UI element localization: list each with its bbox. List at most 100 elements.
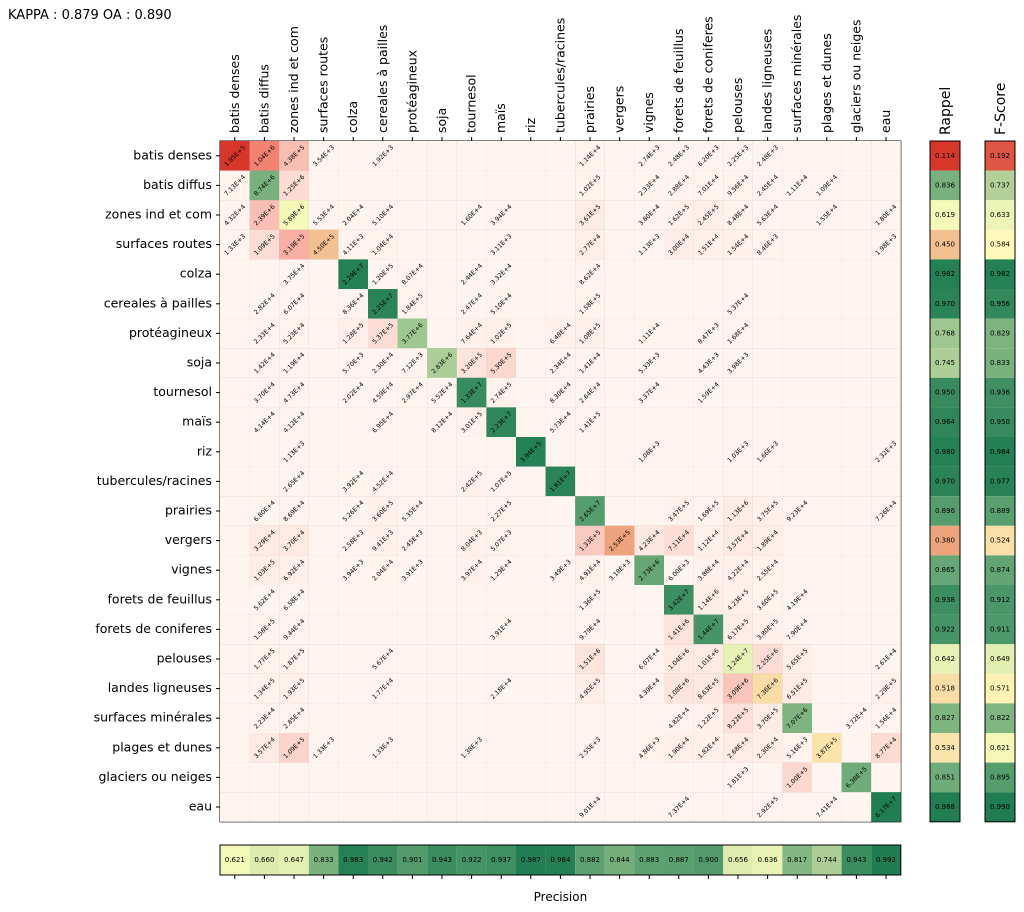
matrix-cell xyxy=(693,555,724,585)
matrix-cell xyxy=(368,259,398,289)
matrix-cell xyxy=(841,555,872,585)
row-label: riz xyxy=(197,443,213,458)
matrix-cell xyxy=(812,318,842,349)
matrix-cell xyxy=(812,437,842,467)
column-label: zones ind et com xyxy=(286,26,301,133)
matrix-cell xyxy=(752,141,783,171)
matrix-cell xyxy=(338,525,368,556)
matrix-cell xyxy=(486,407,516,437)
matrix-cell xyxy=(604,614,635,645)
precision-value: 0.937 xyxy=(491,856,511,864)
matrix-cell xyxy=(664,466,694,497)
matrix-cell xyxy=(575,377,605,408)
matrix-cell xyxy=(397,496,428,526)
matrix-cell xyxy=(249,792,280,822)
matrix-cell xyxy=(634,348,664,378)
matrix-cell xyxy=(782,348,812,378)
matrix-cell xyxy=(575,200,605,230)
matrix-cell xyxy=(368,496,398,526)
recall-cell xyxy=(930,525,960,556)
column-label: forets de coniferes xyxy=(700,16,715,133)
matrix-cell xyxy=(368,318,398,349)
matrix-cell xyxy=(338,466,368,497)
fscore-value: 0.984 xyxy=(990,448,1011,456)
column-label: tournesol xyxy=(464,74,479,133)
matrix-cell xyxy=(456,525,487,556)
column-label: cereales à pailles xyxy=(375,25,390,133)
precision-frame xyxy=(219,844,902,876)
recall-value: 0.865 xyxy=(935,566,955,574)
column-label: surfaces minérales xyxy=(789,15,804,133)
matrix-cell xyxy=(693,259,724,289)
matrix-cell xyxy=(634,555,664,585)
matrix-cell xyxy=(841,377,872,408)
matrix-cell xyxy=(397,733,428,763)
matrix-cell xyxy=(812,200,842,230)
matrix-cell xyxy=(249,614,280,645)
fscore-value: 0.737 xyxy=(990,181,1010,189)
matrix-cell xyxy=(397,407,428,437)
matrix-cell xyxy=(397,525,428,556)
matrix-cell xyxy=(368,585,398,615)
matrix-cell xyxy=(368,229,398,260)
matrix-cell xyxy=(841,762,872,793)
matrix-cell xyxy=(575,673,605,704)
matrix-cell xyxy=(871,437,901,467)
matrix-cell xyxy=(604,673,635,704)
matrix-cell xyxy=(279,407,309,437)
matrix-cell xyxy=(545,348,576,378)
fscore-cell xyxy=(985,377,1015,408)
matrix-cell xyxy=(782,170,812,201)
matrix-cell xyxy=(486,170,516,201)
row-label: vignes xyxy=(171,562,212,577)
matrix-cell xyxy=(664,229,694,260)
matrix-cell xyxy=(545,792,576,822)
matrix-cell xyxy=(782,762,812,793)
fscore-cell xyxy=(985,614,1015,645)
matrix-cell xyxy=(634,673,664,704)
fscore-value: 0.889 xyxy=(990,507,1010,515)
recall-value: 0.964 xyxy=(935,418,956,426)
precision-value: 0.992 xyxy=(876,856,896,864)
matrix-cell xyxy=(634,733,664,763)
column-label: batis denses xyxy=(227,54,242,133)
matrix-cell xyxy=(723,466,753,497)
matrix-cell xyxy=(397,673,428,704)
matrix-cell xyxy=(368,437,398,467)
matrix-cell xyxy=(427,437,457,467)
matrix-cell xyxy=(338,318,368,349)
matrix-cell xyxy=(575,437,605,467)
matrix-cell xyxy=(664,318,694,349)
matrix-cell xyxy=(812,141,842,171)
matrix-cell xyxy=(397,141,428,171)
row-label: glaciers ou neiges xyxy=(99,769,213,784)
precision-cell xyxy=(752,845,783,875)
matrix-cell xyxy=(664,792,694,822)
matrix-cell xyxy=(516,407,546,437)
fscore-frame xyxy=(984,140,1016,823)
fscore-cell xyxy=(985,141,1015,171)
row-label: landes ligneuses xyxy=(108,680,212,695)
matrix-cell xyxy=(812,407,842,437)
precision-cell xyxy=(782,845,812,875)
matrix-cell xyxy=(545,496,576,526)
matrix-cell xyxy=(279,141,309,171)
recall-bar: 0.114 0.836 0.619 0.450 0.982 0.970 0.768 0.745… xyxy=(929,140,961,823)
matrix-cell xyxy=(249,200,280,230)
kappa-oa-label: KAPPA : 0.879 OA : 0.890 xyxy=(8,8,172,23)
recall-value: 0.619 xyxy=(935,211,955,219)
matrix-cell xyxy=(723,377,753,408)
matrix-cell xyxy=(752,703,783,733)
matrix-cell xyxy=(338,733,368,763)
precision-cell xyxy=(545,845,576,875)
matrix-cell xyxy=(486,644,516,674)
matrix-cell xyxy=(723,437,753,467)
matrix-cell xyxy=(812,585,842,615)
matrix-cell xyxy=(545,289,576,319)
matrix-cell xyxy=(575,466,605,497)
matrix-cell xyxy=(871,141,901,171)
matrix-cell xyxy=(693,466,724,497)
matrix-cell xyxy=(308,466,339,497)
matrix-cell xyxy=(249,289,280,319)
matrix-cell xyxy=(486,762,516,793)
